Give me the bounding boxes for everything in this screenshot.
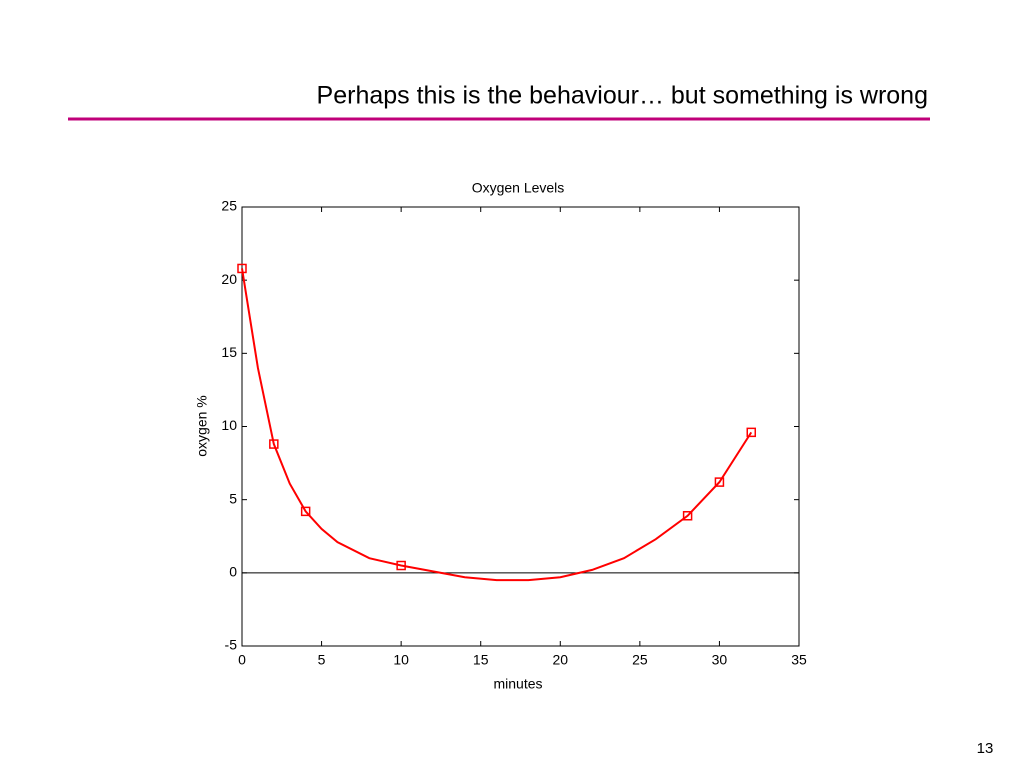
page-number: 13 bbox=[977, 740, 994, 757]
y-tick-label: 0 bbox=[229, 564, 237, 580]
slide-title: Perhaps this is the behaviour… but somet… bbox=[317, 82, 928, 110]
y-tick-label: -5 bbox=[225, 637, 238, 653]
x-tick-label: 10 bbox=[393, 652, 409, 668]
x-tick-label: 5 bbox=[318, 652, 326, 668]
x-tick-label: 30 bbox=[712, 652, 728, 668]
x-tick-label: 20 bbox=[552, 652, 568, 668]
x-tick-label: 35 bbox=[791, 652, 807, 668]
y-tick-label: 25 bbox=[221, 198, 237, 214]
y-tick-label: 5 bbox=[229, 490, 237, 506]
y-tick-label: 20 bbox=[221, 271, 237, 287]
x-axis-label: minutes bbox=[493, 676, 542, 692]
x-tick-label: 0 bbox=[238, 652, 246, 668]
y-tick-label: 15 bbox=[221, 344, 237, 360]
data-marker bbox=[746, 427, 757, 438]
data-marker bbox=[714, 477, 725, 487]
data-marker bbox=[300, 506, 311, 517]
y-tick-label: 10 bbox=[221, 417, 237, 433]
fit-line bbox=[241, 268, 753, 582]
x-tick-label: 15 bbox=[473, 652, 489, 668]
chart-title: Oxygen Levels bbox=[472, 180, 565, 196]
x-tick-label: 25 bbox=[632, 652, 648, 668]
y-axis-label: oxygen % bbox=[194, 395, 210, 456]
data-marker bbox=[682, 511, 693, 521]
